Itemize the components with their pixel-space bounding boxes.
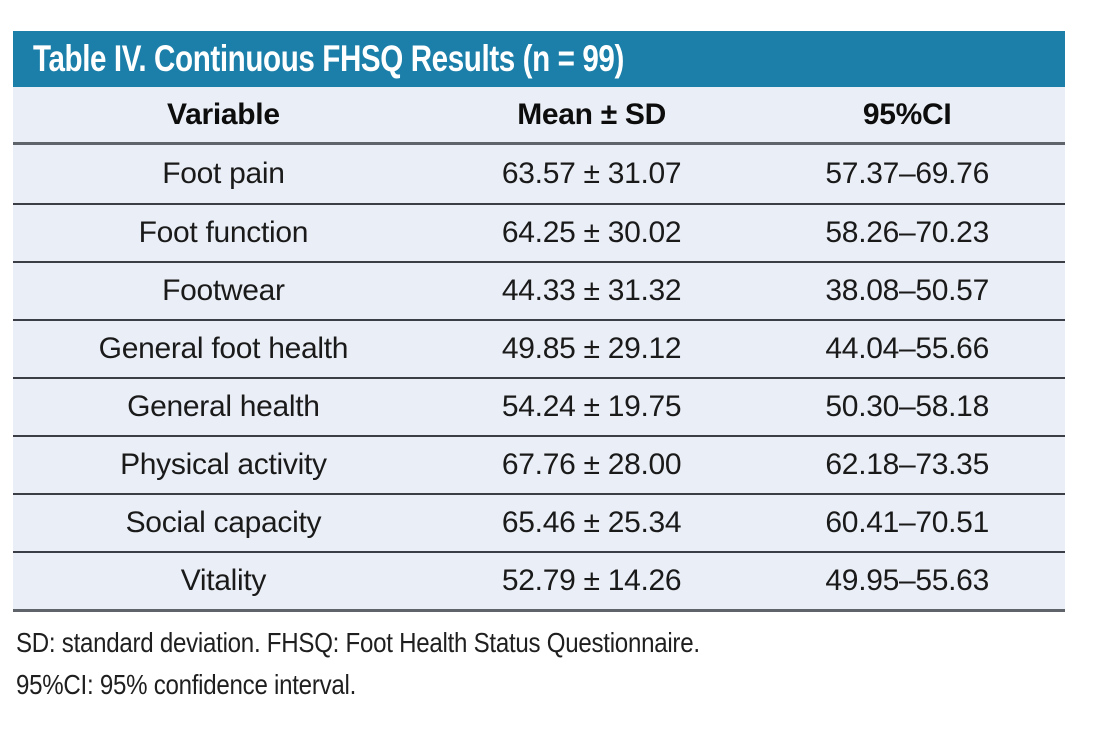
footnote-abbreviations: SD: standard deviation. FHSQ: Foot Healt… [16,627,700,658]
cell-95ci: 62.18–73.35 [825,448,989,481]
table-title: Table IV. Continuous FHSQ Results (n = 9… [33,38,624,79]
column-header-mean-sd: Mean ± SD [517,97,666,131]
cell-mean-sd: 63.57 ± 31.07 [501,157,682,190]
cell-mean-sd: 65.46 ± 25.34 [501,506,682,539]
cell-mean-sd: 54.24 ± 19.75 [501,390,682,423]
cell-variable: Vitality [180,564,267,597]
table-row-general-health: General health 54.24 ± 19.75 50.30–58.18 [13,377,1065,435]
cell-mean-sd: 67.76 ± 28.00 [501,448,682,481]
footnote-ci-definition: 95%CI: 95% confidence interval. [16,669,357,700]
table-row-foot-pain: Foot pain 63.57 ± 31.07 57.37–69.76 [13,145,1065,203]
cell-mean-sd: 44.33 ± 31.32 [501,274,682,307]
cell-variable: Physical activity [120,448,327,481]
cell-variable: Footwear [162,274,285,307]
table-row-vitality: Vitality 52.79 ± 14.26 49.95–55.63 [13,551,1065,609]
table-body: Foot pain 63.57 ± 31.07 57.37–69.76 Foot… [13,145,1065,612]
cell-variable: Social capacity [125,506,322,539]
table-footnotes: SD: standard deviation. FHSQ: Foot Healt… [13,612,1065,706]
table-row-footwear: Footwear 44.33 ± 31.32 38.08–50.57 [13,261,1065,319]
fhsq-results-table: Table IV. Continuous FHSQ Results (n = 9… [13,31,1065,706]
cell-mean-sd: 49.85 ± 29.12 [501,332,682,365]
cell-variable: General health [127,390,320,423]
cell-variable: General foot health [98,332,349,365]
cell-95ci: 60.41–70.51 [825,506,989,539]
table-row-general-foot-health: General foot health 49.85 ± 29.12 44.04–… [13,319,1065,377]
cell-95ci: 44.04–55.66 [825,332,989,365]
table-row-social-capacity: Social capacity 65.46 ± 25.34 60.41–70.5… [13,493,1065,551]
cell-95ci: 58.26–70.23 [825,216,989,249]
column-header-variable: Variable [167,97,280,131]
table-title-bar: Table IV. Continuous FHSQ Results (n = 9… [13,31,1065,87]
cell-mean-sd: 52.79 ± 14.26 [501,564,682,597]
table-row-foot-function: Foot function 64.25 ± 30.02 58.26–70.23 [13,203,1065,261]
cell-95ci: 38.08–50.57 [825,274,989,307]
cell-variable: Foot function [138,216,309,249]
cell-95ci: 49.95–55.63 [825,564,989,597]
cell-mean-sd: 64.25 ± 30.02 [501,216,682,249]
cell-variable: Foot pain [162,157,285,190]
table-row-physical-activity: Physical activity 67.76 ± 28.00 62.18–73… [13,435,1065,493]
cell-95ci: 57.37–69.76 [825,157,989,190]
column-header-95ci: 95%CI [862,97,952,131]
cell-95ci: 50.30–58.18 [825,390,989,423]
table-header-row: Variable Mean ± SD 95%CI [13,87,1065,145]
